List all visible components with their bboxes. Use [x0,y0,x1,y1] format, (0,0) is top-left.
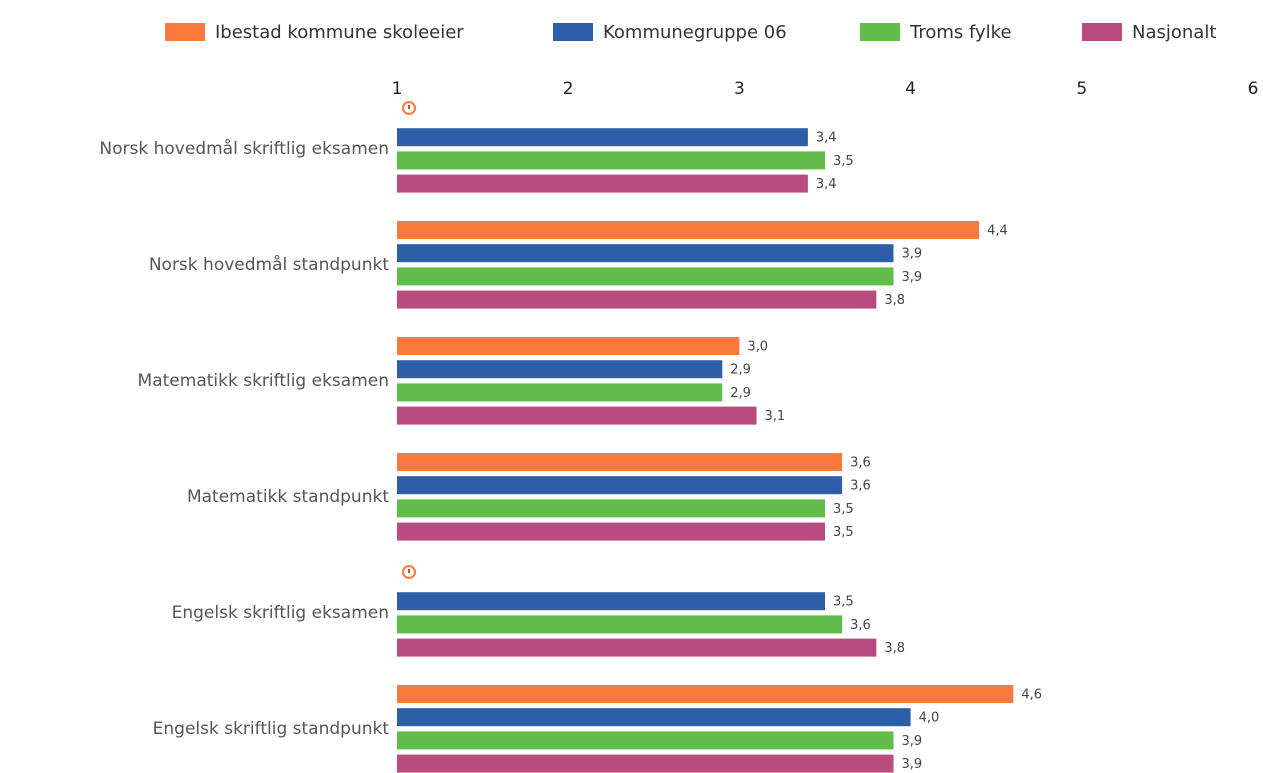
legend-swatch [1082,23,1122,41]
value-label: 4,4 [987,224,1008,239]
value-label: 3,9 [901,734,922,749]
value-label: 3,4 [816,131,837,146]
x-tick-label: 1 [392,79,403,99]
category-label: Matematikk standpunkt [187,487,389,507]
bar [397,267,894,286]
legend-label: Nasjonalt [1132,22,1216,43]
bar [397,453,843,471]
bar [397,592,825,611]
value-label: 3,5 [833,525,854,540]
legend-swatch [165,23,205,41]
bar [397,638,877,657]
bar [397,151,825,170]
bar [397,476,843,495]
bar [397,360,723,379]
bar [397,406,757,425]
bar [397,174,808,193]
value-label: 3,5 [833,502,854,517]
value-label: 3,9 [901,270,922,285]
value-label: 3,8 [884,641,905,656]
bar [397,383,723,402]
category-label: Norsk hovedmål standpunkt [149,254,389,275]
bar [397,708,911,727]
category-label: Norsk hovedmål skriftlig eksamen [99,138,389,159]
category-label: Engelsk skriftlig standpunkt [153,719,390,739]
bar [397,522,825,541]
category-label: Engelsk skriftlig eksamen [172,603,389,623]
bar [397,290,877,309]
value-label: 4,0 [919,711,940,726]
bar [397,615,843,634]
bar [397,221,980,239]
x-tick-label: 4 [905,79,916,99]
value-label: 3,4 [816,177,837,192]
value-label: 3,8 [884,293,905,308]
value-label: 3,6 [850,456,871,471]
value-label: 3,9 [901,757,922,772]
legend-swatch [860,23,900,41]
legend-label: Troms fylke [909,22,1012,43]
category-label: Matematikk skriftlig eksamen [138,371,389,391]
x-tick-label: 2 [563,79,574,99]
x-tick-label: 5 [1076,79,1087,99]
bar [397,499,825,518]
value-label: 4,6 [1021,688,1042,703]
value-label: 3,9 [901,247,922,262]
value-label: 3,5 [833,595,854,610]
bar [397,128,808,147]
value-label: 2,9 [730,363,751,378]
value-label: 3,6 [850,618,871,633]
x-tick-label: 6 [1248,79,1259,99]
value-label: 3,0 [747,340,768,355]
legend-swatch [553,23,593,41]
bar [397,754,894,773]
bar [397,337,740,355]
legend-label: Ibestad kommune skoleeier [215,22,464,43]
value-label: 3,1 [765,409,786,424]
x-tick-label: 3 [734,79,745,99]
value-label: 2,9 [730,386,751,401]
value-label: 3,5 [833,154,854,169]
bar [397,731,894,750]
value-label: 3,6 [850,479,871,494]
bar [397,244,894,263]
bar [397,685,1014,703]
legend-label: Kommunegruppe 06 [603,22,787,43]
